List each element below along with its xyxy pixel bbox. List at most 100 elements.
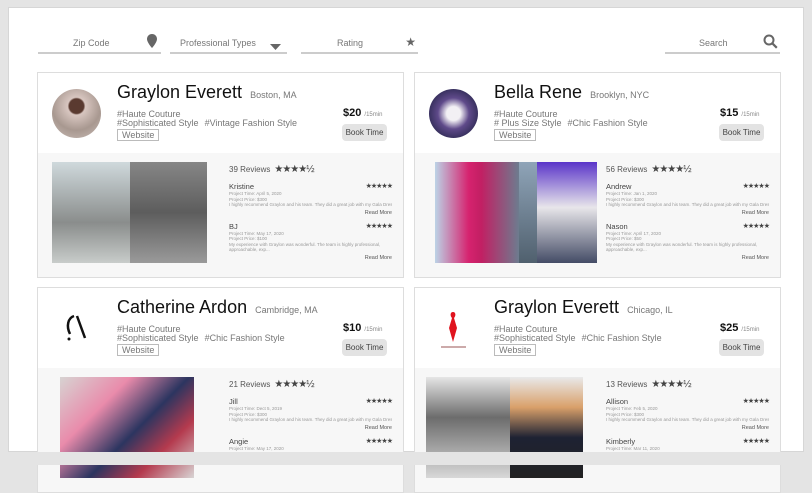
book-time-button[interactable]: Book Time (719, 339, 764, 356)
project-time: Project Time: Feb 5, 2020 (606, 406, 658, 411)
portfolio-photo[interactable] (519, 162, 537, 263)
portfolio-photo[interactable] (130, 162, 207, 263)
portfolio-photos[interactable] (435, 162, 597, 263)
book-time-button[interactable]: Book Time (719, 124, 764, 141)
review-item: BJ ★★★★★ Project Time: May 17, 2020 Proje… (229, 222, 393, 262)
review-text: My experience with Graylon was wonderful… (606, 241, 758, 253)
project-time: Project Time: April 5, 2020 (229, 191, 282, 196)
project-time: Project Time: Jan 1, 2020 (606, 191, 658, 196)
review-text: My experience with Graylon was wonderful… (229, 241, 381, 253)
reviews-count[interactable]: 21 Reviews (229, 380, 271, 389)
avatar[interactable] (429, 304, 478, 353)
style-tags: #Haute Couture #Sophisticated Style #Chi… (117, 325, 332, 343)
review-stars: ★★★★★ (742, 398, 770, 405)
professional-types-dropdown[interactable]: Professional Types (170, 34, 287, 54)
review-text: I highly recommend Graylon and his team.… (229, 202, 392, 207)
website-link[interactable]: Website (494, 129, 537, 141)
reviewer-name: Nason (606, 221, 628, 231)
review-item: Allison ★★★★★ Project Time: Feb 5, 2020 P… (606, 397, 770, 432)
avatar[interactable] (52, 304, 101, 353)
read-more-link[interactable]: Read More (741, 209, 769, 216)
portfolio-photos[interactable] (52, 162, 207, 263)
tag[interactable]: #Sophisticated Style (494, 333, 576, 343)
card-details: 13 Reviews ★★★★½ Allison ★★★★★ Project Tim… (415, 368, 780, 492)
tag[interactable]: #Sophisticated Style (117, 333, 199, 343)
tag[interactable]: # Plus Size Style (494, 118, 562, 128)
reviews-count[interactable]: 39 Reviews (229, 165, 271, 174)
tag[interactable]: #Haute Couture (117, 109, 181, 119)
reviews-section: 56 Reviews ★★★★½ Andrew ★★★★★ Project Time… (606, 159, 770, 262)
reviewer-name: Kimberly (606, 436, 636, 446)
search-input[interactable]: Search (665, 34, 780, 54)
rating-stars: ★★★★½ (651, 164, 691, 175)
project-time: Project Time: May 17, 2020 (229, 230, 284, 236)
reviewer-name: Angie (229, 436, 249, 446)
reviews-count[interactable]: 56 Reviews (606, 165, 648, 174)
book-time-button[interactable]: Book Time (342, 339, 387, 356)
tag[interactable]: #Haute Couture (117, 324, 181, 334)
professional-name[interactable]: Graylon Everett Boston, MA (117, 82, 297, 102)
review-stars: ★★★★★ (365, 183, 393, 190)
reviews-section: 39 Reviews ★★★★½ Kristine ★★★★★ Project Ti… (229, 159, 393, 262)
zip-code-input[interactable]: Zip Code (38, 34, 161, 54)
card-details: 39 Reviews ★★★★½ Kristine ★★★★★ Project Ti… (38, 153, 403, 277)
project-price: Project Price: $300 (229, 196, 268, 202)
project-price: Project Price: $300 (606, 196, 645, 202)
rating-filter[interactable]: Rating ★ (301, 34, 418, 54)
rating-stars: ★★★★½ (274, 164, 314, 175)
read-more-link[interactable]: Read More (364, 424, 392, 431)
portfolio-photo[interactable] (537, 162, 597, 263)
tag[interactable]: #Chic Fashion Style (581, 333, 662, 343)
website-link[interactable]: Website (494, 344, 537, 356)
project-price: Project Price: $50 (606, 236, 642, 241)
tag[interactable]: #Haute Couture (494, 324, 558, 334)
professional-card: Graylon Everett Boston, MA #Haute Couture… (37, 72, 404, 278)
professional-types-label: Professional Types (180, 38, 256, 48)
rating-stars: ★★★★½ (274, 379, 314, 390)
avatar[interactable] (52, 89, 101, 138)
read-more-link[interactable]: Read More (364, 254, 392, 261)
read-more-link[interactable]: Read More (741, 424, 769, 431)
tag[interactable]: #Haute Couture (494, 109, 558, 119)
professional-name[interactable]: Catherine Ardon Cambridge, MA (117, 297, 318, 317)
reviews-count[interactable]: 13 Reviews (606, 380, 648, 389)
reviewer-name: Allison (606, 397, 629, 406)
review-stars: ★★★★★ (742, 183, 770, 190)
reviews-section: 21 Reviews ★★★★½ Jill ★★★★★ Project Time: … (229, 374, 393, 453)
brand-logo-icon (441, 312, 466, 348)
tag[interactable]: #Vintage Fashion Style (204, 118, 297, 128)
reviewer-name: Andrew (606, 182, 632, 191)
review-text: I highly recommend Graylon and his team.… (606, 417, 769, 422)
professional-name[interactable]: Bella Rene Brooklyn, NYC (494, 82, 650, 102)
book-time-button[interactable]: Book Time (342, 124, 387, 141)
professional-name[interactable]: Graylon Everett Chicago, IL (494, 297, 673, 317)
search-icon[interactable] (763, 34, 778, 52)
style-tags: #Haute Couture # Plus Size Style #Chic F… (494, 110, 709, 128)
portfolio-photo[interactable] (52, 162, 130, 263)
read-more-link[interactable]: Read More (741, 254, 769, 261)
review-stars: ★★★★★ (365, 222, 393, 230)
star-icon: ★ (405, 35, 416, 49)
avatar[interactable] (429, 89, 478, 138)
tag[interactable]: #Sophisticated Style (117, 118, 199, 128)
tag[interactable]: #Chic Fashion Style (204, 333, 285, 343)
portfolio-photo[interactable] (435, 162, 519, 263)
location: Chicago, IL (627, 305, 673, 315)
website-link[interactable]: Website (117, 344, 160, 356)
read-more-link[interactable]: Read More (364, 209, 392, 216)
website-link[interactable]: Website (117, 129, 160, 141)
project-time: Project Time: Dect 5, 2019 (229, 406, 283, 411)
brand-logo-icon (66, 314, 87, 341)
project-time: Project Time: April 17, 2020 (606, 230, 662, 236)
tag[interactable]: #Chic Fashion Style (567, 118, 648, 128)
price: $25 /15min (720, 322, 760, 334)
price: $10 /15min (343, 322, 383, 334)
card-header: Graylon Everett Chicago, IL #Haute Coutur… (415, 288, 780, 368)
price: $20 /15min (343, 107, 383, 119)
card-header: Graylon Everett Boston, MA #Haute Couture… (38, 73, 403, 153)
review-text: I highly recommend Graylon and his team.… (606, 202, 769, 207)
location: Brooklyn, NYC (590, 90, 650, 100)
review-item: Jill ★★★★★ Project Time: Dect 5, 2019 Pro… (229, 397, 393, 432)
window-bottom-bar (0, 452, 812, 465)
reviewer-name: Kristine (229, 182, 255, 191)
